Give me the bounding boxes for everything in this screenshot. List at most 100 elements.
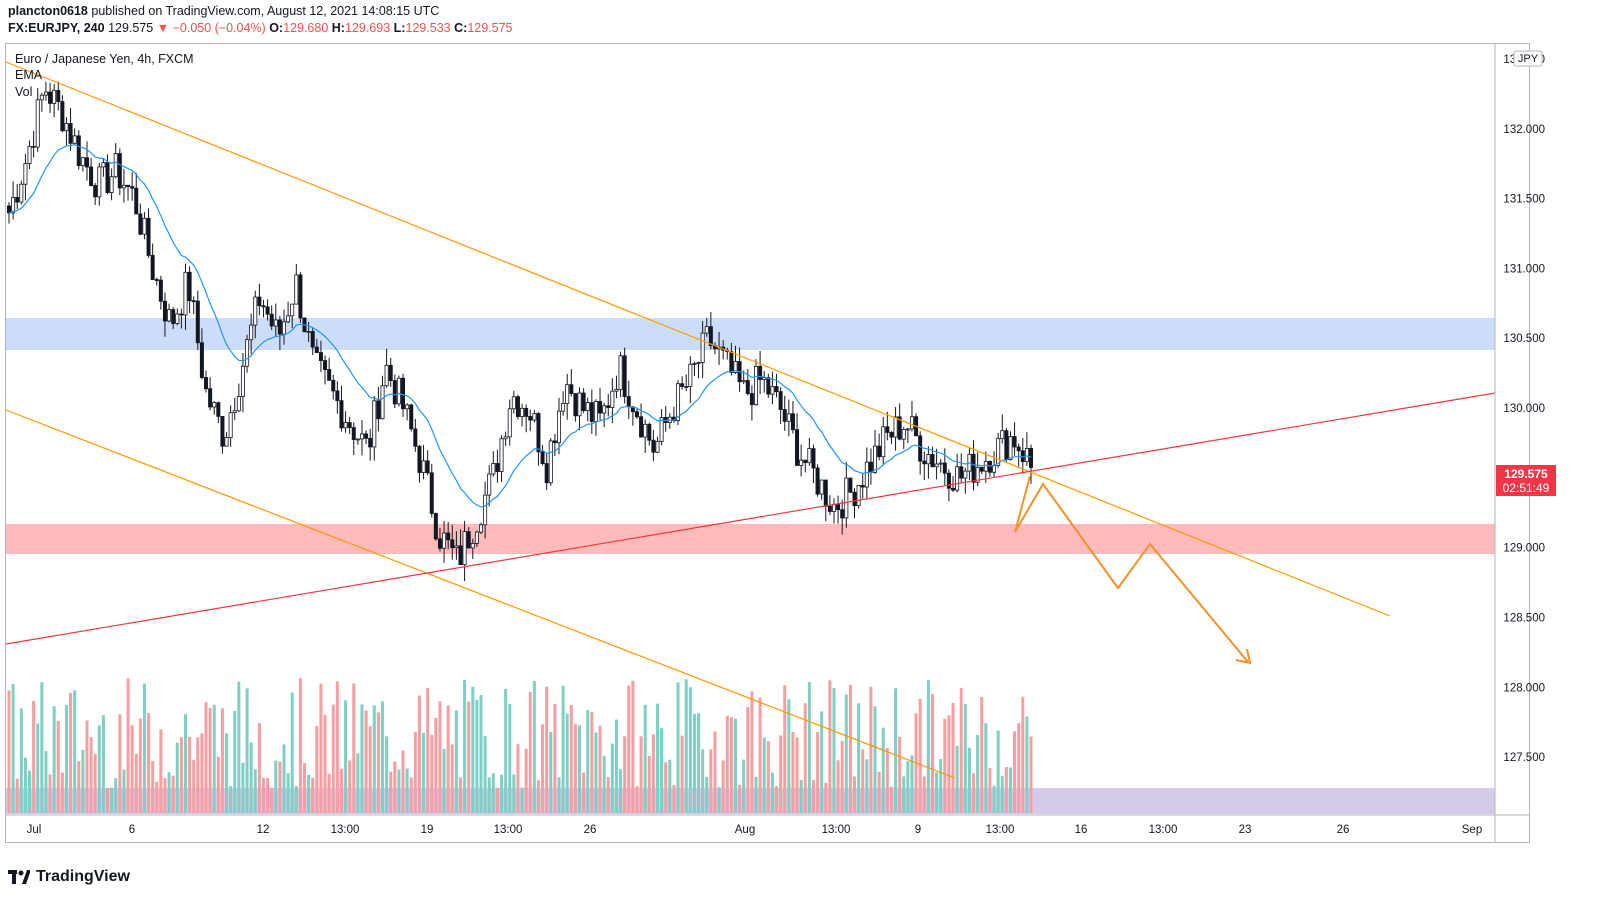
candle-body — [249, 324, 254, 341]
time-axis[interactable]: Jul 6 12 13:00 19 13:00 26 Aug 13:00 9 13:00 16 13:0… — [27, 824, 1483, 836]
volume-bar — [171, 775, 175, 813]
volume-bar — [463, 679, 467, 813]
candle-body — [708, 326, 713, 346]
candle-body — [897, 416, 902, 440]
volume-bar — [770, 772, 774, 813]
volume-bar — [479, 695, 483, 813]
volume-bar — [816, 731, 820, 813]
volume-bar — [434, 717, 438, 813]
volume-bar — [241, 762, 245, 813]
candle-body — [975, 466, 980, 483]
volume-bar — [832, 688, 836, 813]
volume-bar — [807, 682, 811, 813]
volume-bar — [516, 744, 520, 813]
candle-body — [368, 437, 373, 448]
candle-body — [745, 380, 750, 394]
volume-bar — [668, 759, 672, 813]
candle-body — [183, 271, 188, 316]
volume-bar — [988, 768, 992, 813]
candle-body — [429, 472, 434, 514]
volume-bar — [524, 748, 528, 813]
volume-bar — [81, 749, 85, 813]
volume-bar — [212, 704, 216, 813]
candle-body — [532, 413, 537, 421]
last-price-tag — [1496, 465, 1556, 496]
candle-body — [31, 145, 36, 148]
volume-bar — [36, 723, 40, 813]
volume-bar — [783, 685, 787, 813]
volume-bar — [130, 725, 134, 813]
author-name[interactable]: plancton0618 — [8, 4, 88, 18]
volume-bar — [680, 735, 684, 813]
volume-bar — [705, 776, 709, 813]
candle-body — [987, 461, 992, 473]
volume-bar — [106, 787, 110, 813]
quote-line: FX:EURJPY, 240 129.575 ▼ −0.050 (−0.04%)… — [8, 21, 513, 35]
volume-bar — [881, 727, 885, 813]
time-tick-label: 26 — [584, 824, 597, 836]
volume-bar — [446, 705, 450, 813]
volume-bar — [15, 778, 19, 813]
candle-body — [310, 331, 315, 348]
legend-ema[interactable]: EMA — [15, 68, 43, 82]
volume-bar — [955, 745, 959, 813]
time-tick-label: 13:00 — [331, 824, 360, 836]
publish-text: published on TradingView.com, August 12,… — [91, 4, 440, 18]
price-tick-label: 132.000 — [1503, 124, 1545, 136]
volume-bar — [1029, 736, 1033, 813]
volume-bar — [179, 737, 183, 813]
candle-body — [946, 472, 951, 489]
tradingview-logo[interactable]: TradingView — [8, 868, 130, 886]
volume-bar — [614, 719, 618, 813]
candle-body — [626, 396, 631, 408]
candle-body — [372, 400, 377, 448]
volume-bar — [294, 786, 298, 813]
chart-frame[interactable] — [5, 43, 1530, 843]
candle-body — [811, 448, 816, 469]
candle-body — [11, 197, 16, 214]
volume-bar — [504, 688, 508, 813]
projection-arrow-icon — [1235, 648, 1252, 665]
volume-bar — [590, 711, 594, 813]
candle-body — [396, 377, 401, 405]
volume-bar — [828, 680, 832, 813]
volume-bar — [848, 684, 852, 813]
candle-body — [335, 390, 340, 402]
volume-bar — [274, 760, 278, 813]
candle-body — [581, 392, 586, 412]
candle-body — [930, 454, 935, 468]
time-tick-label: 16 — [1075, 824, 1088, 836]
candle-body — [179, 313, 184, 316]
legend-vol[interactable]: Vol — [15, 85, 33, 99]
time-tick-label: 6 — [129, 824, 135, 836]
legend-title[interactable]: Euro / Japanese Yen, 4h, FXCM — [15, 52, 194, 66]
volume-bar — [122, 769, 126, 813]
candle-body — [142, 217, 147, 235]
candle-body — [926, 454, 931, 465]
candle-body — [23, 163, 28, 185]
candle-body — [314, 346, 319, 353]
candle-body — [355, 438, 360, 441]
candle-body — [536, 413, 541, 453]
candle-body — [208, 388, 213, 408]
price-axis[interactable]: 132.500132.000131.500131.000130.500130.0… — [1503, 54, 1545, 764]
volume-bar — [959, 688, 963, 813]
volume-bar — [142, 683, 146, 813]
candle-body — [470, 543, 475, 549]
volume-bar — [467, 701, 471, 813]
volume-bar — [738, 784, 742, 813]
candle-body — [72, 135, 77, 144]
volume-bar — [976, 734, 980, 813]
volume-bar — [569, 705, 573, 813]
candle-body — [458, 545, 463, 566]
volume-bar — [40, 682, 44, 813]
volume-bar — [253, 769, 257, 813]
volume-bar — [73, 690, 77, 813]
candle-body — [524, 407, 529, 417]
candle-body — [528, 416, 533, 421]
candle-body — [269, 313, 274, 327]
time-tick-label: 13:00 — [1149, 824, 1178, 836]
volume-bar — [549, 731, 553, 813]
currency-badge[interactable] — [1513, 50, 1543, 67]
